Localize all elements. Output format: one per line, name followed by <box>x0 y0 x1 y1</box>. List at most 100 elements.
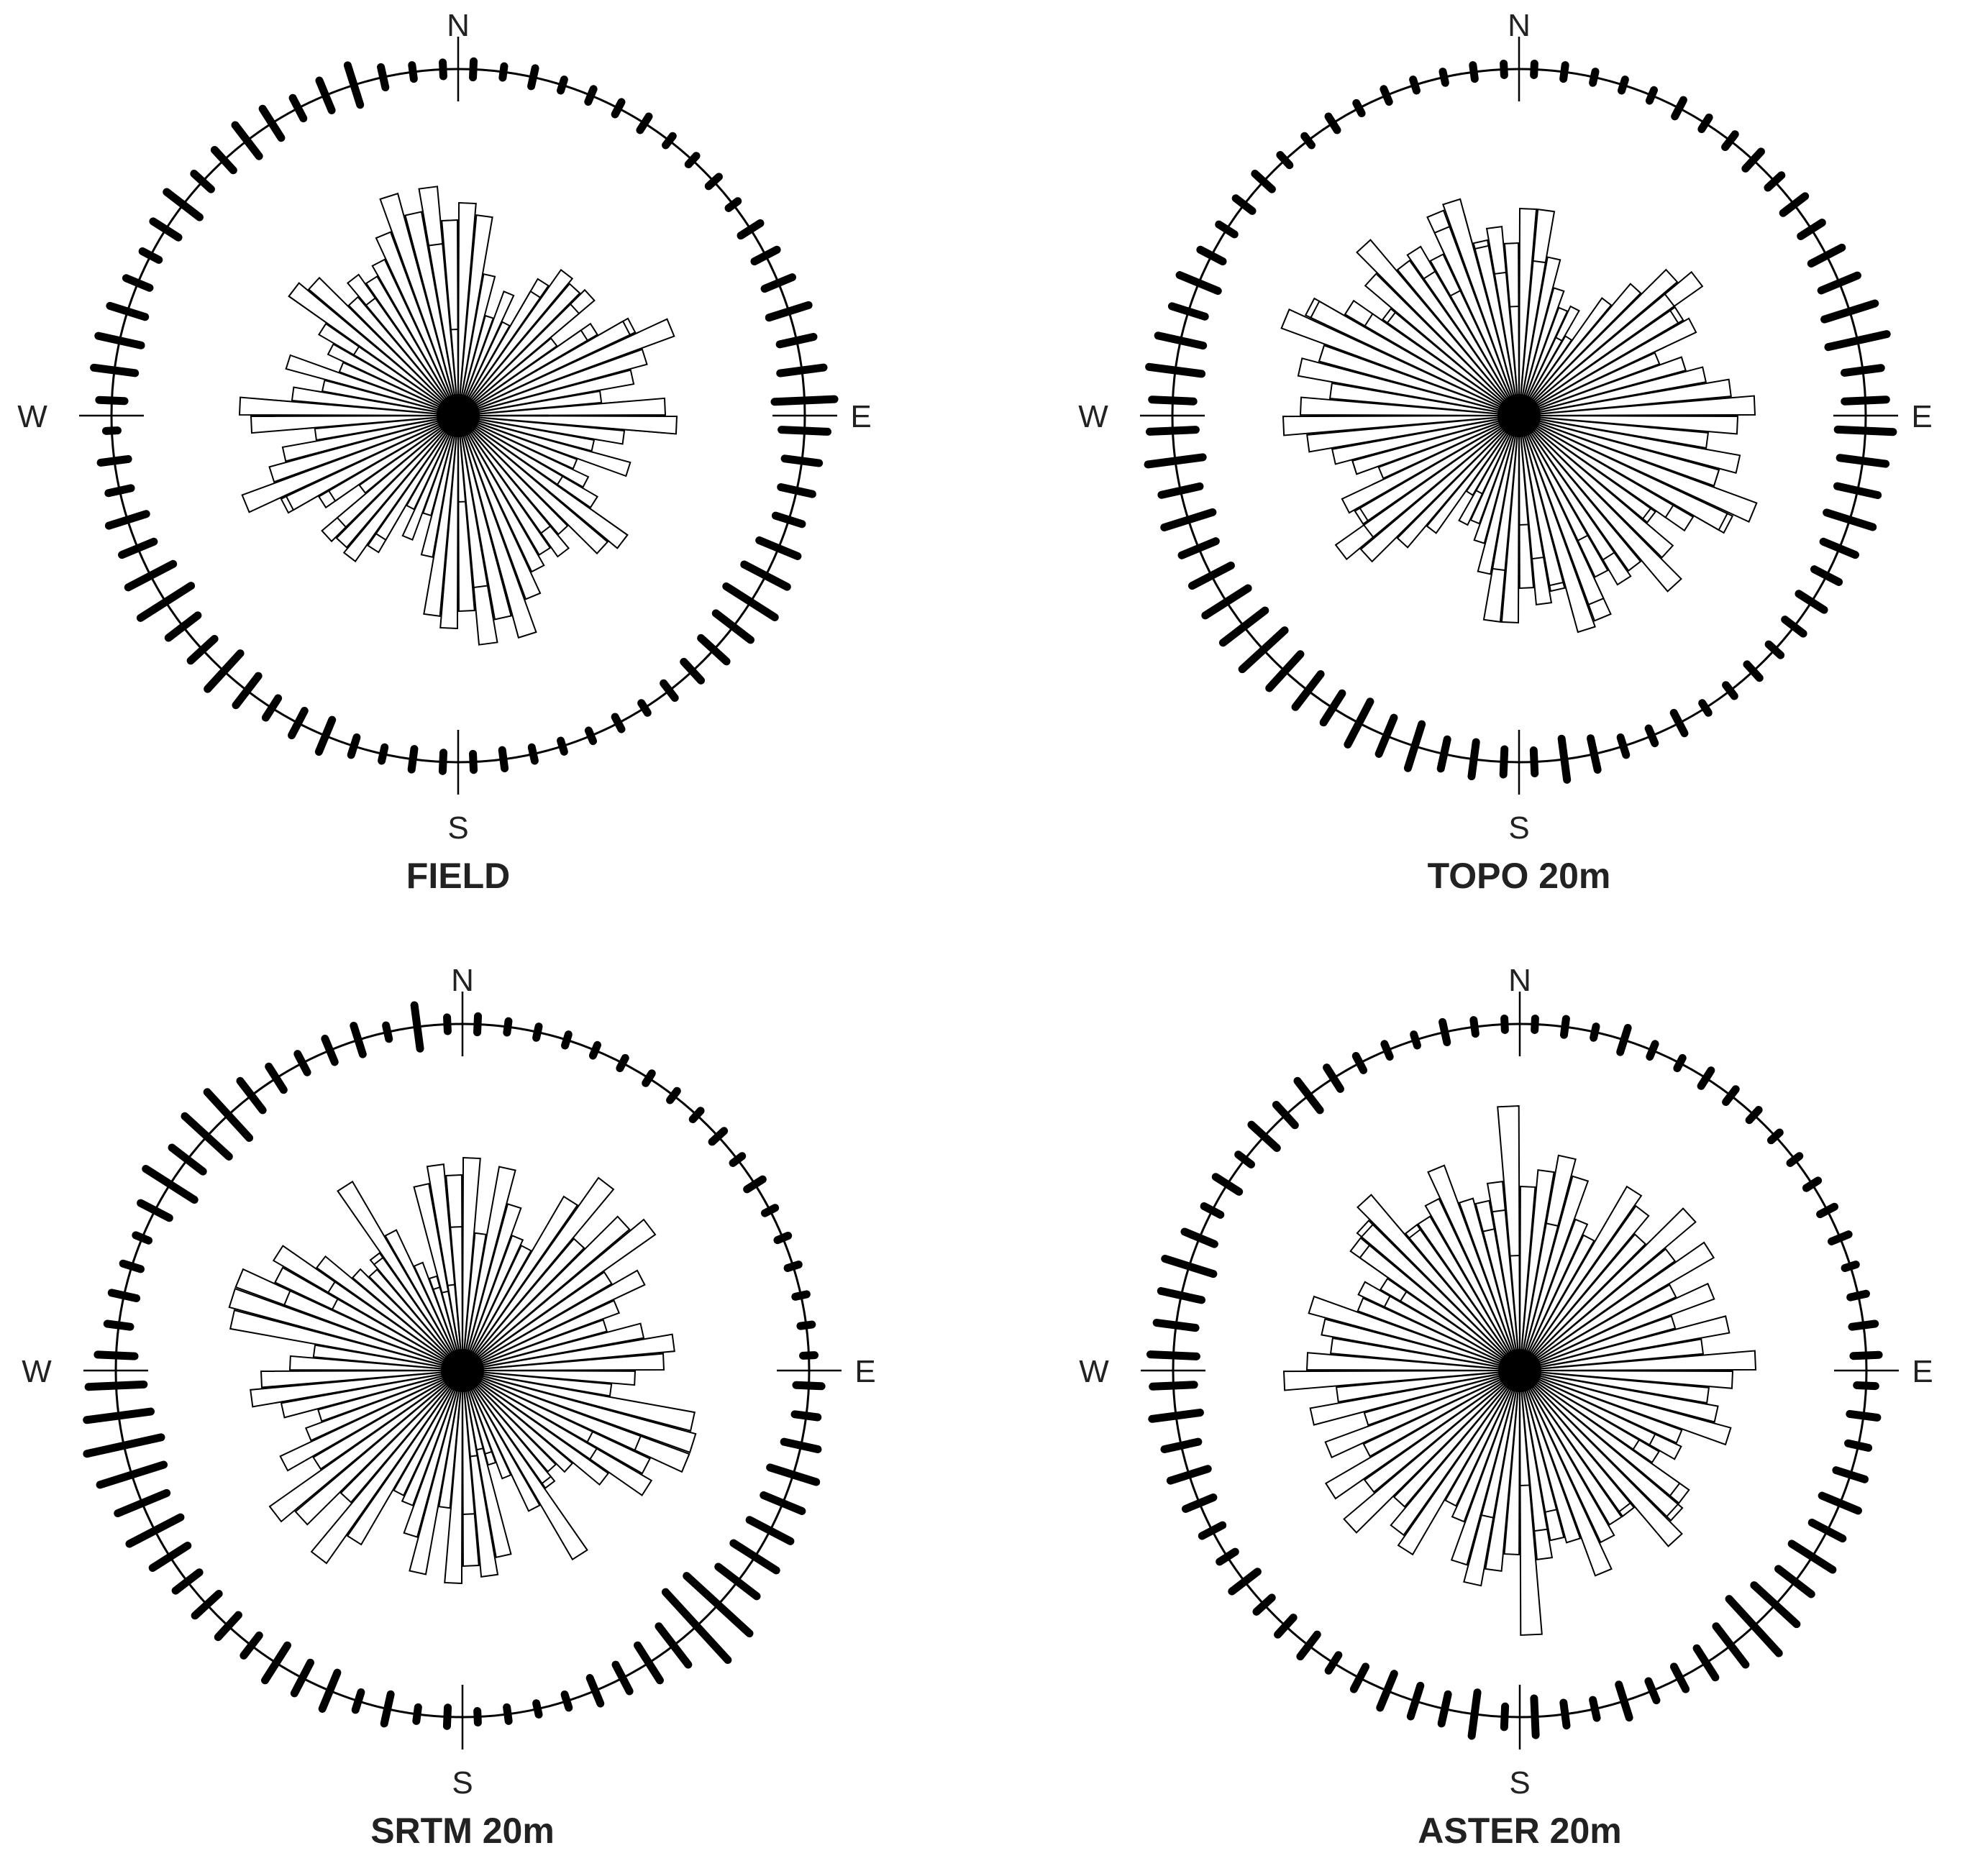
rim-tick <box>1274 1614 1298 1639</box>
rim-tick <box>776 363 828 378</box>
rim-tick <box>1352 99 1366 118</box>
rim-tick <box>1764 171 1786 192</box>
rim-tick <box>1276 151 1294 170</box>
rim-tick <box>288 93 308 123</box>
rose-petal-mirror <box>1519 1282 1715 1371</box>
rim-tick <box>1745 1106 1763 1125</box>
rose-petal <box>268 1370 463 1523</box>
rim-tick <box>347 733 361 759</box>
rim-tick <box>1228 1568 1262 1596</box>
rim-tick <box>584 726 598 746</box>
rim-tick <box>561 1030 573 1050</box>
rim-tick <box>1161 1254 1218 1278</box>
rose-petal-mirror <box>462 1215 631 1371</box>
rim-tick <box>168 1143 207 1176</box>
rim-tick <box>1722 681 1738 700</box>
rim-tick <box>1351 1052 1368 1074</box>
rose-petal-mirror <box>462 1370 475 1516</box>
rose-petal-mirror <box>1518 415 1682 593</box>
rim-tick <box>729 1152 747 1167</box>
rim-tick <box>1201 584 1252 620</box>
rim-tick <box>1840 364 1885 377</box>
rim-tick <box>214 1611 242 1642</box>
rim-tick <box>125 1513 185 1548</box>
rose-petal <box>1509 1254 1520 1371</box>
rim-tick <box>1380 1040 1394 1061</box>
rose-petal-mirror <box>1519 1185 1643 1371</box>
rim-tick <box>1697 1066 1715 1090</box>
rim-tick <box>1180 1227 1218 1248</box>
rim-tick <box>104 510 150 530</box>
rim-tick <box>1323 1063 1344 1093</box>
rim-tick <box>1349 1662 1370 1693</box>
rim-tick <box>1692 1644 1720 1682</box>
rim-tick <box>766 1463 821 1486</box>
rim-tick <box>1148 1409 1204 1423</box>
rim-tick <box>1157 482 1204 499</box>
rim-tick <box>142 1165 199 1204</box>
rim-tick <box>1157 1286 1206 1304</box>
rim-tick <box>755 536 802 560</box>
rim-tick <box>584 85 598 106</box>
rim-tick <box>1216 1547 1239 1566</box>
rim-tick <box>1175 271 1222 296</box>
rim-tick <box>796 1320 816 1330</box>
rose-center-hub <box>441 1349 484 1392</box>
rim-tick <box>90 363 140 378</box>
rim-tick <box>729 1539 780 1575</box>
rim-tick <box>783 1261 803 1272</box>
rose-center-hub <box>1498 1349 1541 1392</box>
rim-tick <box>1817 271 1861 295</box>
rose-petal-mirror <box>1518 378 1732 416</box>
rose-petal <box>450 328 459 416</box>
rim-tick <box>1409 76 1421 95</box>
rim-tick <box>745 1516 795 1545</box>
rim-tick <box>231 121 263 160</box>
rim-tick <box>1167 302 1209 321</box>
rim-tick <box>557 76 568 95</box>
rose-petal-mirror <box>1519 1315 1731 1371</box>
rose-petal <box>1442 198 1520 416</box>
rim-tick <box>503 1703 513 1725</box>
rim-tick <box>714 1563 761 1601</box>
rim-tick <box>210 145 237 175</box>
rim-tick <box>288 707 309 740</box>
rim-tick <box>743 1175 767 1194</box>
rim-tick <box>1196 245 1227 266</box>
rim-tick <box>315 76 336 114</box>
rose-petal-mirror <box>1518 415 1529 526</box>
rim-tick <box>190 170 215 193</box>
rim-tick <box>1438 1017 1451 1046</box>
rose-petal <box>1356 239 1520 416</box>
rim-tick <box>1376 1670 1398 1712</box>
rim-ticks <box>83 1001 826 1730</box>
rose-petal <box>1310 300 1520 416</box>
rim-tick <box>96 454 132 467</box>
rose-petal-mirror <box>462 1370 697 1454</box>
rim-tick <box>1160 1437 1203 1454</box>
rim-tick <box>1774 1565 1815 1598</box>
rim-tick <box>636 112 653 134</box>
rim-tick <box>1781 616 1807 638</box>
rose-petal-mirror <box>1519 1370 1732 1446</box>
rim-tick <box>1467 1688 1482 1740</box>
rose-petal-mirror <box>462 1333 675 1371</box>
rim-tick <box>1833 425 1897 436</box>
direction-label-s: S <box>1509 1765 1530 1801</box>
rim-tick <box>773 1231 793 1245</box>
rose-petal <box>337 1180 463 1371</box>
rim-tick <box>1146 1350 1200 1360</box>
rim-tick <box>1844 1439 1873 1452</box>
rim-tick <box>765 301 813 322</box>
rim-tick <box>94 1350 139 1360</box>
rim-tick <box>1853 1381 1879 1391</box>
rim-tick <box>469 749 478 774</box>
rim-tick <box>1293 1076 1324 1115</box>
rim-tick <box>527 743 539 765</box>
rim-tick <box>1200 1202 1225 1219</box>
rim-tick <box>557 736 568 756</box>
rim-tick <box>722 582 779 621</box>
rim-tick <box>1832 1466 1869 1483</box>
rim-tick <box>778 426 832 436</box>
rim-tick <box>697 633 731 666</box>
